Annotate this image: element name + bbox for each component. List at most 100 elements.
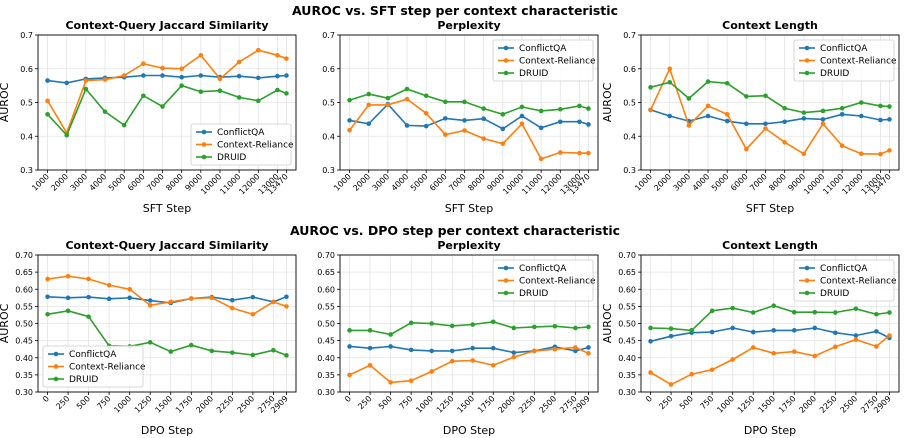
- data-point: [724, 112, 730, 117]
- y-tick-label: 0.40: [317, 354, 335, 363]
- series-conflictqa: [648, 325, 892, 344]
- data-point: [255, 47, 261, 53]
- y-tick-label: 0.6: [623, 65, 636, 74]
- x-axis-label: SFT Step: [143, 202, 191, 215]
- series-druid: [648, 79, 892, 115]
- legend: ConflictQA Context-Reliance DRUID: [492, 39, 596, 82]
- x-tick-label: 1000: [715, 394, 736, 415]
- y-tick-label: 0.4: [322, 132, 335, 141]
- dpo-row-title: AUROC vs. DPO step per context character…: [290, 223, 620, 238]
- data-point: [366, 121, 372, 127]
- legend-label: ConflictQA: [519, 264, 567, 274]
- x-tick-label: 500: [678, 394, 695, 411]
- data-point: [686, 96, 692, 101]
- data-point: [648, 107, 653, 113]
- y-tick-label: 0.3: [623, 166, 636, 175]
- data-point: [648, 370, 653, 375]
- data-point: [833, 344, 838, 350]
- data-point: [86, 314, 91, 319]
- x-tick-label: 2000: [797, 394, 818, 415]
- x-tick-label: 1000: [30, 172, 51, 193]
- data-point: [121, 122, 127, 128]
- data-point: [198, 73, 204, 78]
- data-point: [500, 126, 506, 132]
- data-point: [179, 66, 184, 72]
- data-point: [188, 342, 194, 348]
- data-point: [705, 79, 711, 84]
- data-point: [511, 325, 517, 331]
- series-line: [349, 88, 589, 116]
- x-tick-label: 7000: [748, 172, 769, 193]
- data-point: [86, 294, 91, 300]
- axes-frame: [339, 34, 599, 171]
- data-point: [127, 286, 132, 292]
- data-point: [839, 112, 845, 117]
- data-point: [64, 80, 70, 86]
- data-point: [887, 117, 892, 122]
- data-point: [744, 121, 749, 127]
- series-context-reliance: [347, 96, 591, 162]
- panel-title: Perplexity: [437, 19, 500, 32]
- data-point: [179, 83, 184, 88]
- data-point: [147, 340, 153, 345]
- x-tick-label: 8000: [466, 172, 487, 193]
- legend-label: Context-Reliance: [69, 363, 146, 373]
- chart-panel-3: Context-Query Jaccard Similarity 0.30 0.35…: [0, 239, 297, 437]
- data-point: [217, 88, 223, 93]
- data-point: [423, 93, 429, 99]
- x-tick-label: 3000: [672, 172, 693, 193]
- legend-swatch-marker: [201, 154, 207, 160]
- legend-box: [492, 39, 594, 82]
- legend-swatch-marker: [201, 142, 207, 147]
- data-point: [470, 322, 476, 327]
- data-point: [429, 321, 434, 326]
- legend-label: DRUID: [69, 375, 98, 385]
- data-point: [347, 127, 352, 133]
- series-druid: [45, 308, 289, 358]
- series-conflictqa: [347, 101, 591, 132]
- chart-panel-2: Context Length 0.3 0.4 0.5 0.6 0.7 10002000300…: [601, 19, 900, 215]
- data-point: [106, 296, 112, 302]
- axes-frame: [640, 34, 900, 171]
- data-point: [552, 346, 558, 352]
- data-point: [812, 325, 818, 331]
- y-tick-label: 0.50: [317, 320, 335, 329]
- data-point: [750, 345, 756, 350]
- data-point: [667, 66, 673, 72]
- data-point: [160, 104, 165, 109]
- data-point: [462, 99, 467, 105]
- data-point: [462, 128, 467, 133]
- data-point: [45, 294, 50, 300]
- y-tick-label: 0.6: [20, 65, 33, 74]
- data-point: [586, 324, 591, 330]
- data-point: [887, 148, 892, 153]
- x-tick-label: 1750: [777, 394, 798, 415]
- x-tick-label: 7000: [145, 172, 166, 193]
- data-point: [730, 357, 735, 362]
- legend-swatch-marker: [53, 351, 59, 357]
- data-point: [532, 348, 537, 354]
- x-tick-label: 3000: [69, 172, 90, 193]
- legend-label: DRUID: [519, 69, 548, 79]
- data-point: [858, 151, 864, 157]
- data-point: [284, 73, 289, 78]
- series-context-reliance: [347, 345, 591, 385]
- data-point: [500, 112, 506, 117]
- data-point: [801, 110, 807, 115]
- data-point: [573, 345, 578, 350]
- data-point: [709, 308, 715, 314]
- series-conflictqa: [45, 294, 289, 306]
- series-druid: [347, 319, 591, 337]
- data-point: [763, 126, 768, 131]
- data-point: [255, 75, 261, 81]
- legend-swatch-marker: [503, 58, 509, 63]
- data-point: [250, 311, 256, 317]
- legend-swatch-marker: [804, 45, 810, 51]
- data-point: [209, 348, 215, 354]
- data-point: [470, 358, 476, 363]
- data-point: [878, 117, 883, 123]
- data-point: [121, 73, 127, 78]
- y-axis-label: AUROC: [601, 303, 614, 343]
- x-tick-label: 1000: [633, 172, 654, 193]
- sft-row-title: AUROC vs. SFT step per context character…: [292, 3, 618, 18]
